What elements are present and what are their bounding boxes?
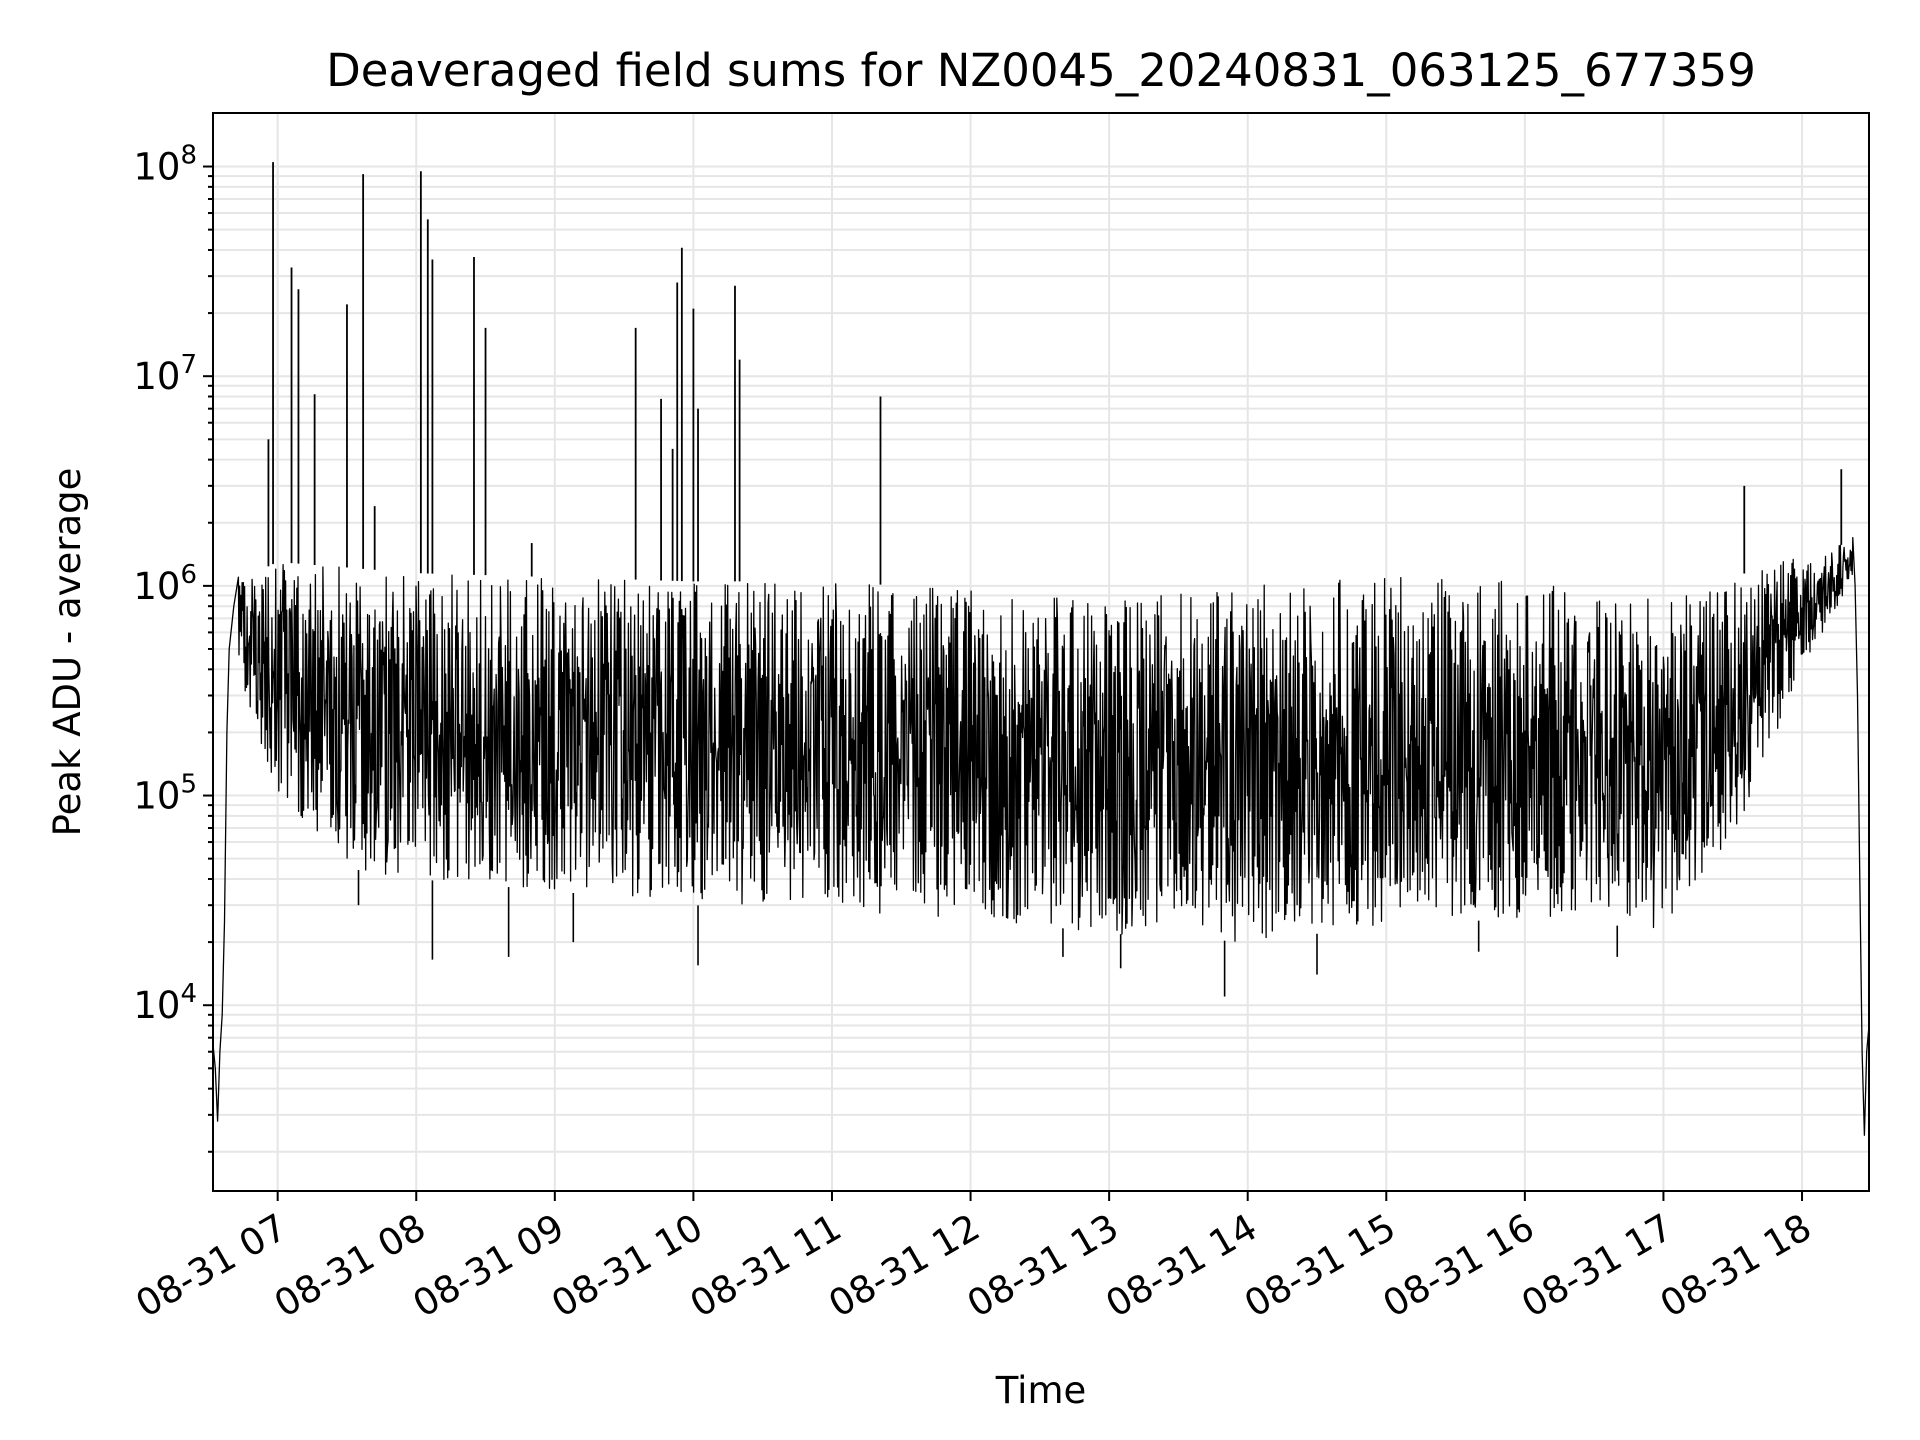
- y-axis-ticks: 104 105 106 107 108: [133, 141, 213, 1153]
- series-trace: [212, 536, 1870, 1136]
- y-tick-label: 104: [133, 979, 197, 1027]
- plot-frame: [212, 112, 1870, 1192]
- chart-title: Deaveraged field sums for NZ0045_2024083…: [326, 44, 1756, 97]
- x-axis-label: Time: [995, 1369, 1087, 1412]
- y-tick-label: 105: [133, 770, 197, 818]
- y-tick-label: 108: [133, 141, 197, 189]
- series-layer: [212, 162, 1870, 1136]
- y-tick-label: 106: [133, 560, 197, 608]
- y-axis-label: Peak ADU - average: [46, 468, 89, 837]
- y-tick-label: 107: [133, 350, 197, 398]
